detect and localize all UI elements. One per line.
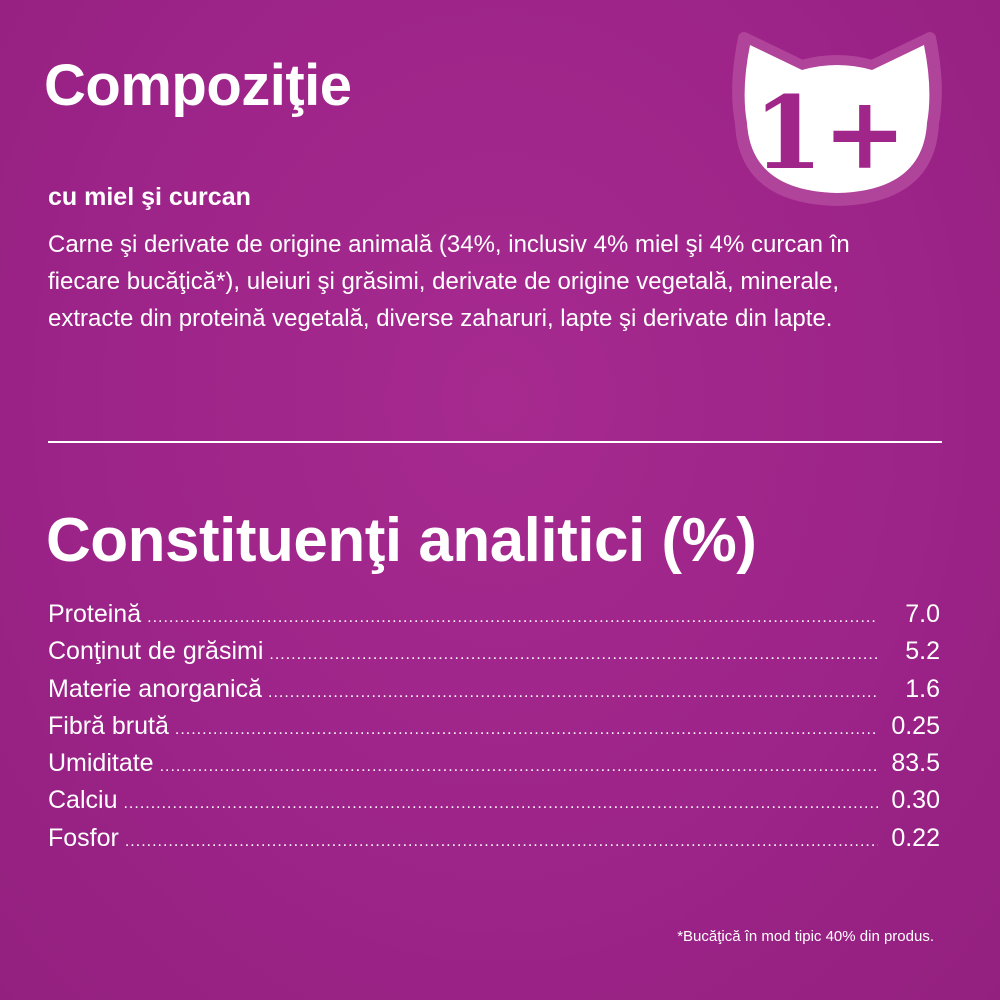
row-label: Conţinut de grăsimi [48, 637, 264, 666]
dot-leader [123, 795, 878, 813]
row-label: Fibră brută [48, 711, 169, 740]
dot-leader [147, 609, 878, 627]
analytics-row: Umiditate 83.5 [48, 749, 940, 786]
analytics-table: Proteină 7.0 Conţinut de grăsimi 5.2 Mater… [48, 600, 940, 861]
row-value: 83.5 [891, 749, 940, 778]
row-label: Umiditate [48, 749, 154, 778]
dot-leader [160, 758, 878, 776]
composition-title: Compoziţie [44, 53, 352, 118]
analytics-row: Fosfor 0.22 [48, 824, 940, 861]
row-value: 0.25 [891, 711, 940, 740]
dot-leader [268, 684, 878, 702]
dot-leader [269, 646, 878, 664]
analytics-row: Proteină 7.0 [48, 600, 940, 637]
footnote: *Bucăţică în mod tipic 40% din produs. [677, 928, 934, 945]
ingredients-text: Carne şi derivate de origine animală (34… [48, 231, 850, 332]
row-label: Materie anorganică [48, 674, 263, 703]
dot-leader [175, 721, 878, 739]
analytics-row: Materie anorganică 1.6 [48, 675, 940, 712]
analytics-title: Constituenţi analitici (%) [46, 506, 757, 575]
cat-age-badge: 1+ [730, 28, 945, 208]
analytics-row: Calciu 0.30 [48, 786, 940, 823]
dot-leader [125, 833, 878, 851]
row-value: 7.0 [905, 600, 940, 628]
cat-head-icon: 1+ [732, 32, 942, 206]
row-label: Fosfor [48, 823, 119, 852]
badge-text: 1+ [753, 74, 906, 192]
analytics-row: Conţinut de grăsimi 5.2 [48, 637, 940, 674]
row-value: 0.22 [891, 823, 940, 852]
row-label: Calciu [48, 786, 118, 815]
row-value: 0.30 [891, 786, 940, 815]
analytics-row: Fibră brută 0.25 [48, 712, 940, 749]
row-value: 5.2 [905, 637, 940, 666]
row-value: 1.6 [905, 674, 940, 703]
section-divider [48, 441, 942, 443]
row-label: Proteină [48, 600, 142, 628]
variant-subtitle: cu miel şi curcan [48, 183, 251, 211]
